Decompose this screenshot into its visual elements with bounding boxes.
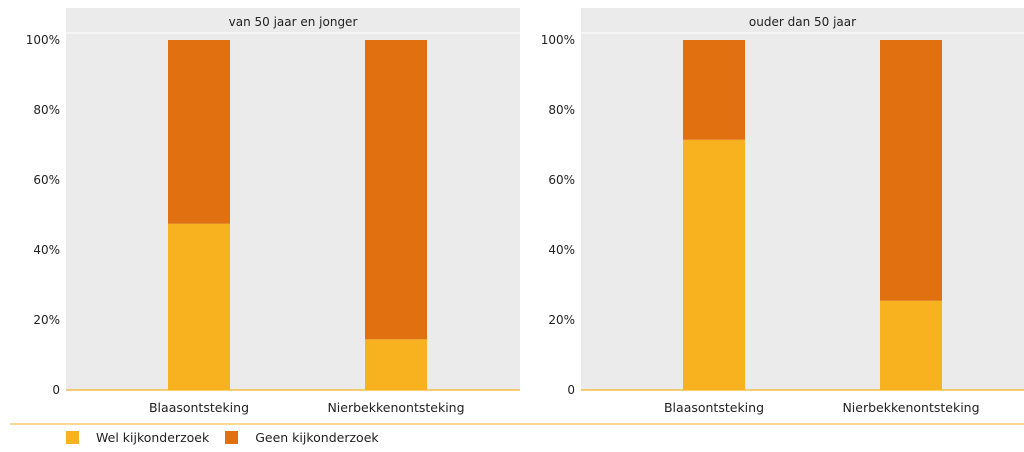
panel-2-category-label-1: Blaasontsteking <box>664 400 764 415</box>
panel-2-ytick-3: 60% <box>548 173 575 187</box>
legend-label-wel: Wel kijkonderzoek <box>96 430 210 445</box>
panel-2-bar-1-wel <box>683 139 745 390</box>
panel-1-category-label-2: Nierbekkenontsteking <box>327 400 464 415</box>
legend-swatch-wel <box>66 431 79 444</box>
panel-1-bar-2-wel <box>365 339 427 390</box>
panel-2-bar-2-wel <box>880 300 942 390</box>
panel-1-ytick-0: 0 <box>52 383 60 397</box>
panel-1-bar-1-geen <box>168 40 230 224</box>
legend-swatch-geen <box>225 431 239 444</box>
panel-1-bar-1-wel <box>168 223 230 390</box>
panel-2-ytick-4: 80% <box>548 103 575 117</box>
panel-1-title: van 50 jaar en jonger <box>229 15 358 29</box>
panel-2-category-label-2: Nierbekkenontsteking <box>842 400 979 415</box>
panel-2-ytick-2: 40% <box>548 243 575 257</box>
panel-2-title: ouder dan 50 jaar <box>749 15 856 29</box>
legend-item-geen: Geen kijkonderzoek <box>225 430 379 445</box>
panel-2-ytick-0: 0 <box>567 383 575 397</box>
panel-2-ytick-5: 100% <box>541 33 575 47</box>
panel-1-category-label-1: Blaasontsteking <box>149 400 249 415</box>
legend-item-wel: Wel kijkonderzoek <box>66 430 209 445</box>
panel-1-ytick-3: 60% <box>33 173 60 187</box>
panel-2-bar-1-geen <box>683 40 745 140</box>
panel-1-ytick-1: 20% <box>33 313 60 327</box>
panel-1-plot-area <box>66 8 520 390</box>
panel-2-bar-2-geen <box>880 40 942 301</box>
panel-2-ytick-1: 20% <box>548 313 575 327</box>
panel-2-plot-area <box>581 8 1024 390</box>
legend: Wel kijkonderzoek Geen kijkonderzoek <box>66 430 395 445</box>
panel-1-ytick-4: 80% <box>33 103 60 117</box>
legend-label-geen: Geen kijkonderzoek <box>255 430 379 445</box>
panel-1-ytick-2: 40% <box>33 243 60 257</box>
panel-1-bar-2-geen <box>365 40 427 340</box>
panel-1-ytick-5: 100% <box>26 33 60 47</box>
